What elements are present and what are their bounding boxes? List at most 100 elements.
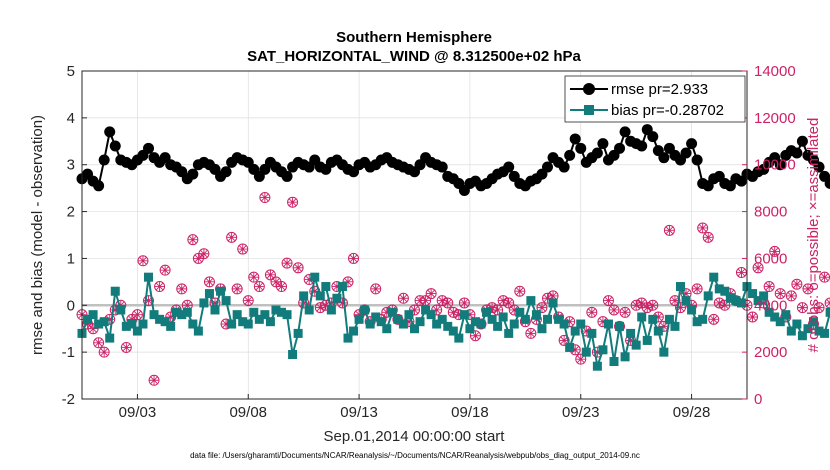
possible-point xyxy=(370,283,382,295)
bias-point xyxy=(304,305,314,315)
legend-rmse-marker xyxy=(583,83,595,95)
y-tick-label-left: 0 xyxy=(67,297,75,314)
assimilated-point xyxy=(598,317,608,327)
bias-point xyxy=(387,307,397,317)
assimilated-point xyxy=(709,314,719,324)
y-axis-label-left: rmse and bias (model - observation) xyxy=(29,115,46,355)
assimilated-point xyxy=(797,303,808,313)
assimilated-point xyxy=(504,298,514,308)
bias-point xyxy=(254,314,264,324)
rmse-point xyxy=(564,149,576,161)
possible-point xyxy=(697,222,709,234)
assimilated-point xyxy=(287,197,298,207)
assimilated-point xyxy=(819,272,830,282)
bias-point xyxy=(520,314,530,324)
possible-point xyxy=(198,248,210,260)
bias-point xyxy=(825,307,830,317)
bias-point xyxy=(764,307,774,317)
assimilated-point xyxy=(736,267,747,278)
bias-point xyxy=(443,321,453,331)
bias-point xyxy=(382,324,392,334)
bias-point xyxy=(354,314,364,324)
bias-point xyxy=(531,310,541,320)
assimilated-point xyxy=(337,298,348,308)
bias-point xyxy=(731,296,741,306)
bias-point xyxy=(155,314,165,324)
bias-point xyxy=(509,319,519,329)
assimilated-point xyxy=(232,284,242,294)
possible-point xyxy=(93,337,105,349)
bias-point xyxy=(664,314,674,324)
x-tick-label: 09/28 xyxy=(673,404,711,421)
rmse-point xyxy=(109,140,121,152)
possible-point xyxy=(669,295,681,307)
bias-point xyxy=(326,305,336,315)
legend-rmse-label: rmse pr=2.933 xyxy=(611,81,708,98)
bias-point xyxy=(398,319,408,329)
y-tick-label-right: 14000 xyxy=(754,63,796,80)
bias-point xyxy=(227,319,237,329)
assimilated-point xyxy=(592,347,602,357)
assimilated-point xyxy=(227,232,237,242)
bias-point xyxy=(94,319,104,329)
bias-point xyxy=(504,328,514,338)
y-tick-label-left: 2 xyxy=(67,204,75,221)
bias-point xyxy=(670,321,680,331)
bias-point xyxy=(814,326,824,336)
assimilated-point xyxy=(642,303,652,313)
assimilated-point xyxy=(537,303,547,313)
possible-point xyxy=(575,353,587,365)
possible-point xyxy=(769,245,781,257)
rmse-point xyxy=(636,140,648,152)
bias-point xyxy=(410,324,419,334)
x-axis-label: Sep.01,2014 00:00:00 start xyxy=(324,428,506,445)
bias-point xyxy=(110,286,120,296)
rmse-point xyxy=(796,135,808,147)
bias-point xyxy=(177,310,187,320)
bias-line xyxy=(81,274,830,367)
bias-point xyxy=(615,321,625,331)
assimilated-point xyxy=(110,305,120,315)
assimilated-point xyxy=(426,288,436,299)
assimilated-point xyxy=(204,277,215,287)
possible-point xyxy=(675,302,686,314)
assimilated-point xyxy=(631,300,641,310)
possible-point xyxy=(242,295,254,307)
y-tick-label-left: -2 xyxy=(62,391,75,408)
bias-point xyxy=(260,310,270,320)
bias-point xyxy=(576,319,586,329)
y-tick-label-left: 3 xyxy=(67,157,75,174)
bias-point xyxy=(160,317,170,327)
assimilated-point xyxy=(210,298,220,308)
assimilated-point xyxy=(88,324,98,334)
possible-point xyxy=(802,283,814,295)
possible-point xyxy=(497,295,509,307)
assimilated-point xyxy=(459,298,469,308)
possible-point xyxy=(436,295,448,307)
assimilated-point xyxy=(348,253,359,264)
assimilated-point xyxy=(143,296,154,306)
bias-point xyxy=(465,324,475,334)
bias-point xyxy=(709,272,719,282)
bias-point xyxy=(321,282,331,292)
bias-point xyxy=(144,272,153,282)
bias-point xyxy=(482,307,492,317)
assimilated-point xyxy=(254,281,264,292)
rmse-point xyxy=(281,170,293,182)
rmse-point xyxy=(619,126,631,138)
rmse-point xyxy=(436,161,448,173)
assimilated-point xyxy=(271,277,281,287)
assimilated-point xyxy=(249,272,259,282)
bias-point xyxy=(565,342,575,352)
possible-point xyxy=(752,262,764,274)
bias-point xyxy=(288,349,298,359)
rmse-point xyxy=(691,154,703,166)
assimilated-point xyxy=(531,314,542,324)
rmse-point xyxy=(824,177,830,189)
rmse-point xyxy=(813,161,825,173)
bias-point xyxy=(698,314,708,324)
assimilated-point xyxy=(542,293,553,303)
assimilated-point xyxy=(720,300,730,310)
possible-point xyxy=(525,327,537,339)
